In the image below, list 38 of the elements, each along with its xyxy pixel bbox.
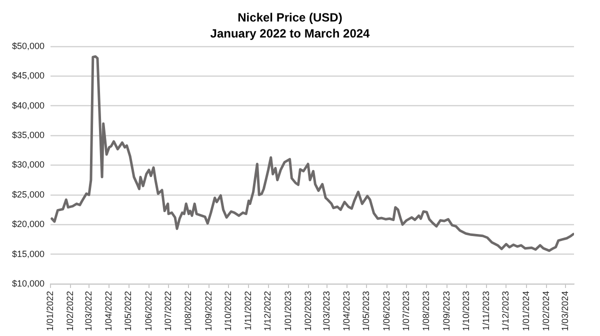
x-tick-label: 1/04/2023 — [342, 290, 352, 332]
y-tick-label: $30,000 — [12, 160, 45, 170]
x-tick-label: 1/06/2023 — [381, 290, 392, 332]
x-tick-label: 1/05/2023 — [361, 290, 372, 332]
x-tick-label: 1/11/2023 — [481, 290, 492, 330]
chart-subtitle: January 2022 to March 2024 — [210, 26, 370, 41]
x-tick-label: 1/09/2022 — [203, 290, 214, 332]
x-tick-label: 1/03/2022 — [83, 290, 94, 332]
y-tick-label: $50,000 — [12, 40, 45, 51]
x-tick-label: 1/11/2022 — [243, 290, 254, 330]
x-tick-label: 1/10/2022 — [222, 290, 233, 332]
y-tick-label: $15,000 — [12, 248, 45, 259]
x-tick-label: 1/02/2022 — [65, 290, 76, 332]
y-tick-label: $20,000 — [12, 219, 45, 230]
x-tick-label: 1/01/2023 — [282, 290, 293, 332]
x-tick-label: 1/07/2023 — [400, 290, 411, 332]
x-tick-label: 1/03/2023 — [321, 290, 332, 332]
x-tick-label: 1/02/2023 — [303, 290, 314, 332]
x-tick-label: 1/08/2022 — [183, 290, 194, 332]
y-tick-label: $25,000 — [12, 189, 45, 200]
y-tick-label: $40,000 — [12, 100, 45, 110]
x-tick-label: 1/03/2024 — [560, 290, 570, 332]
x-tick-label: 1/10/2023 — [460, 290, 471, 332]
x-tick-label: 1/07/2022 — [163, 290, 174, 332]
x-tick-label: 1/06/2022 — [143, 290, 154, 332]
x-tick-label: 1/01/2024 — [520, 290, 531, 332]
x-tick-label: 1/01/2022 — [45, 290, 56, 332]
y-tick-label: $45,000 — [12, 70, 45, 81]
x-tick-label: 1/08/2023 — [421, 290, 432, 332]
chart-title: Nickel Price (USD) — [238, 10, 342, 24]
x-tick-label: 1/12/2023 — [500, 290, 511, 332]
x-tick-label: 1/12/2022 — [262, 290, 273, 332]
y-tick-label: $35,000 — [12, 130, 45, 140]
x-tick-label: 1/04/2022 — [104, 290, 114, 332]
x-tick-label: 1/09/2023 — [441, 290, 452, 332]
y-tick-label: $10,000 — [12, 278, 45, 288]
x-tick-label: 1/02/2024 — [541, 290, 552, 332]
x-tick-label: 1/05/2022 — [123, 290, 134, 332]
